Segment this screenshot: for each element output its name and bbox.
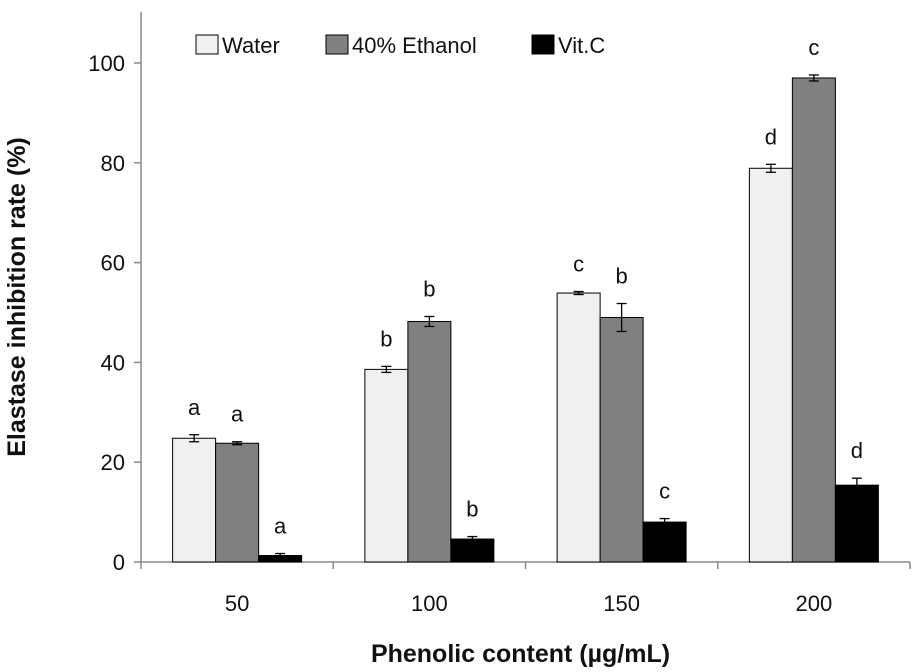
- legend-label: Water: [222, 33, 280, 58]
- bar: [599, 316, 644, 563]
- y-axis-title: Elastase inhibition rate (%): [3, 137, 31, 457]
- data-label: a: [274, 514, 287, 539]
- bars: a a a b b b c b c d c d: [172, 35, 879, 563]
- x-tick-label: 200: [796, 591, 833, 616]
- data-label: b: [380, 326, 392, 351]
- data-label: a: [231, 402, 244, 427]
- data-label: b: [616, 264, 628, 289]
- y-tick-label: 20: [101, 450, 125, 475]
- bar: [642, 521, 687, 563]
- data-label: c: [808, 35, 819, 60]
- x-tick-label: 100: [411, 591, 448, 616]
- y-tick-label: 60: [101, 251, 125, 276]
- y-tick-label: 100: [88, 51, 125, 76]
- bar: [364, 368, 409, 563]
- data-label: b: [423, 276, 435, 301]
- data-label: d: [765, 124, 777, 149]
- legend-label: Vit.C: [558, 33, 605, 58]
- data-label: b: [466, 497, 478, 522]
- data-label: a: [188, 395, 201, 420]
- bar: [450, 538, 495, 563]
- data-label: c: [573, 252, 584, 277]
- y-tick-label: 40: [101, 350, 125, 375]
- legend: Water 40% Ethanol Vit.C: [195, 33, 605, 58]
- x-axis-title: Phenolic content (µg/mL): [371, 640, 670, 668]
- y-tick-label: 0: [113, 550, 125, 575]
- bar: [834, 484, 879, 563]
- bar: [748, 167, 793, 563]
- data-label: d: [851, 438, 863, 463]
- bar: [215, 442, 260, 563]
- x-tick-label: 150: [603, 591, 640, 616]
- legend-swatch: [531, 34, 555, 55]
- bar: [407, 320, 452, 563]
- y-tick-label: 80: [101, 151, 125, 176]
- bar: [791, 77, 836, 563]
- bar: [556, 292, 601, 563]
- data-label: c: [659, 479, 670, 504]
- axes: 0 20 40 60 80 100 50 100 150 200: [88, 12, 911, 616]
- bar: [172, 437, 217, 563]
- legend-label: 40% Ethanol: [352, 33, 477, 58]
- x-tick-label: 50: [225, 591, 249, 616]
- legend-swatch: [325, 34, 349, 55]
- legend-swatch: [195, 34, 219, 55]
